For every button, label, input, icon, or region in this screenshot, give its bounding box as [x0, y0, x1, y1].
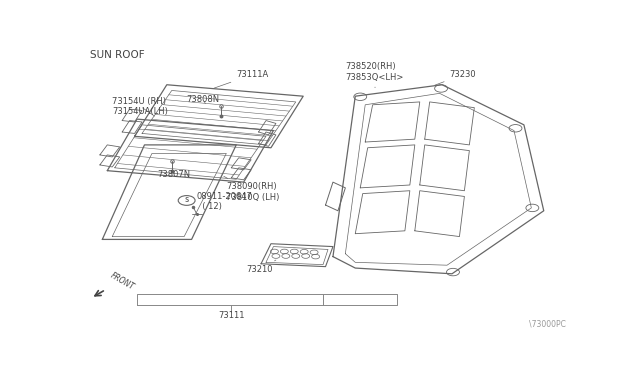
- Text: 08911-20647
  ( 12): 08911-20647 ( 12): [196, 192, 252, 211]
- Text: S: S: [184, 198, 189, 203]
- Text: 73111A: 73111A: [214, 70, 269, 88]
- Text: 73154U (RH)
73154UA(LH): 73154U (RH) 73154UA(LH): [112, 96, 168, 116]
- Text: SUN ROOF: SUN ROOF: [90, 50, 145, 60]
- Text: 738520(RH)
73853Q<LH>: 738520(RH) 73853Q<LH>: [346, 62, 404, 88]
- Text: 73210: 73210: [246, 260, 276, 274]
- Text: 73808N: 73808N: [187, 94, 220, 104]
- Text: 738090(RH)
73810Q (LH): 738090(RH) 73810Q (LH): [224, 176, 280, 202]
- Text: FRONT: FRONT: [109, 271, 136, 292]
- Text: \73000PC: \73000PC: [529, 320, 566, 328]
- Text: 73111: 73111: [218, 311, 244, 320]
- Text: 73230: 73230: [435, 70, 476, 85]
- Text: 73807N: 73807N: [157, 170, 190, 179]
